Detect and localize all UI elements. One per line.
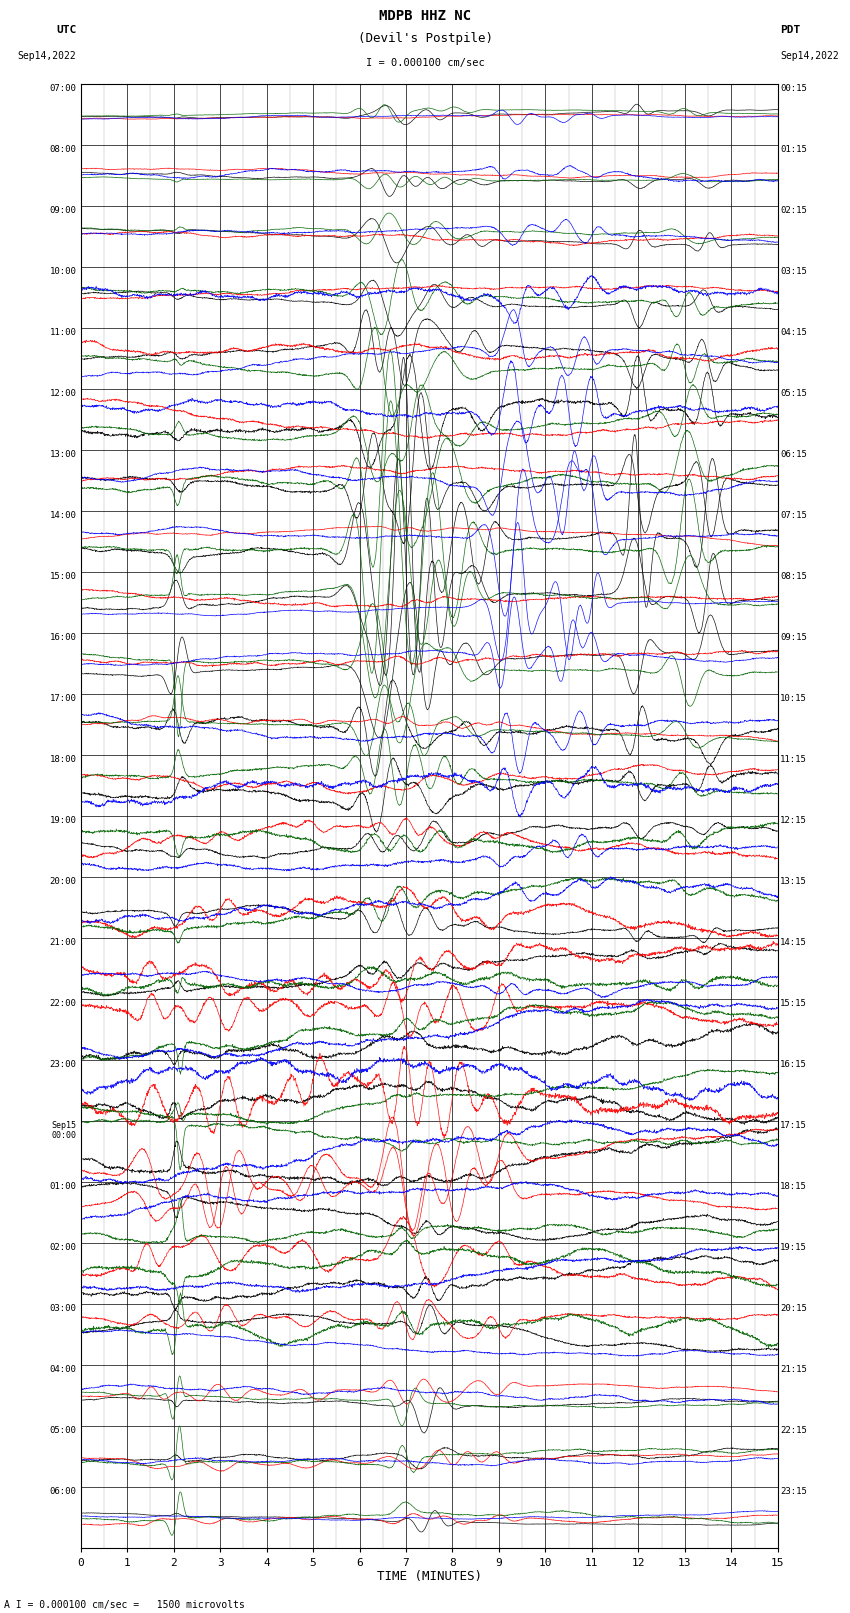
- Text: 20:00: 20:00: [49, 877, 76, 886]
- Text: 06:00: 06:00: [49, 1487, 76, 1497]
- Text: 16:15: 16:15: [780, 1060, 808, 1069]
- Text: 01:00: 01:00: [49, 1182, 76, 1192]
- Text: 15:00: 15:00: [49, 573, 76, 581]
- Text: 23:00: 23:00: [49, 1060, 76, 1069]
- Text: A I = 0.000100 cm/sec =   1500 microvolts: A I = 0.000100 cm/sec = 1500 microvolts: [4, 1600, 245, 1610]
- Text: 23:15: 23:15: [780, 1487, 808, 1497]
- Text: 22:15: 22:15: [780, 1426, 808, 1436]
- Text: 09:15: 09:15: [780, 634, 808, 642]
- Text: 10:15: 10:15: [780, 694, 808, 703]
- Text: 05:15: 05:15: [780, 389, 808, 398]
- Text: 08:15: 08:15: [780, 573, 808, 581]
- Text: 03:15: 03:15: [780, 266, 808, 276]
- Text: 01:15: 01:15: [780, 145, 808, 153]
- Text: PDT: PDT: [780, 26, 801, 35]
- Text: 17:15: 17:15: [780, 1121, 808, 1131]
- Text: 11:15: 11:15: [780, 755, 808, 765]
- Text: 19:00: 19:00: [49, 816, 76, 826]
- Text: UTC: UTC: [56, 26, 76, 35]
- Text: Sep15
00:00: Sep15 00:00: [52, 1121, 76, 1140]
- Text: 00:15: 00:15: [780, 84, 808, 94]
- Text: 04:15: 04:15: [780, 327, 808, 337]
- Text: Sep14,2022: Sep14,2022: [780, 52, 839, 61]
- Text: 10:00: 10:00: [49, 266, 76, 276]
- Text: 02:15: 02:15: [780, 206, 808, 215]
- Text: MDPB HHZ NC: MDPB HHZ NC: [379, 8, 471, 23]
- Text: (Devil's Postpile): (Devil's Postpile): [358, 32, 492, 45]
- Text: 02:00: 02:00: [49, 1244, 76, 1252]
- Text: 07:15: 07:15: [780, 511, 808, 519]
- Text: 15:15: 15:15: [780, 1000, 808, 1008]
- Text: 07:00: 07:00: [49, 84, 76, 94]
- Text: 12:00: 12:00: [49, 389, 76, 398]
- Text: 08:00: 08:00: [49, 145, 76, 153]
- Text: 14:15: 14:15: [780, 939, 808, 947]
- Text: 20:15: 20:15: [780, 1305, 808, 1313]
- Text: 13:00: 13:00: [49, 450, 76, 460]
- Text: 17:00: 17:00: [49, 694, 76, 703]
- Text: 11:00: 11:00: [49, 327, 76, 337]
- Text: 03:00: 03:00: [49, 1305, 76, 1313]
- Text: 21:00: 21:00: [49, 939, 76, 947]
- Text: 18:15: 18:15: [780, 1182, 808, 1192]
- Text: 19:15: 19:15: [780, 1244, 808, 1252]
- Text: I = 0.000100 cm/sec: I = 0.000100 cm/sec: [366, 58, 484, 68]
- X-axis label: TIME (MINUTES): TIME (MINUTES): [377, 1571, 482, 1584]
- Text: Sep14,2022: Sep14,2022: [18, 52, 76, 61]
- Text: 13:15: 13:15: [780, 877, 808, 886]
- Text: 14:00: 14:00: [49, 511, 76, 519]
- Text: 06:15: 06:15: [780, 450, 808, 460]
- Text: 12:15: 12:15: [780, 816, 808, 826]
- Text: 21:15: 21:15: [780, 1365, 808, 1374]
- Text: 18:00: 18:00: [49, 755, 76, 765]
- Text: 16:00: 16:00: [49, 634, 76, 642]
- Text: 09:00: 09:00: [49, 206, 76, 215]
- Text: 22:00: 22:00: [49, 1000, 76, 1008]
- Text: 05:00: 05:00: [49, 1426, 76, 1436]
- Text: 04:00: 04:00: [49, 1365, 76, 1374]
